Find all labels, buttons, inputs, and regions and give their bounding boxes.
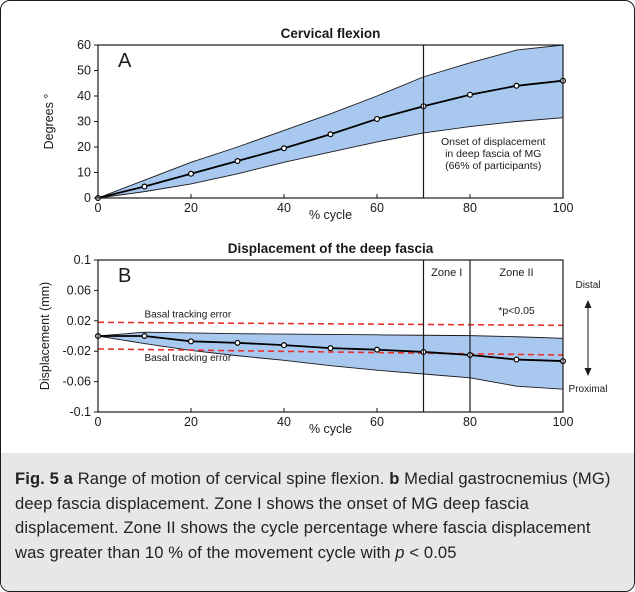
data-point (374, 115, 381, 122)
direction-label-bottom: Proximal (569, 384, 608, 395)
x-tick-label: 80 (463, 415, 477, 429)
panel-b-chart: Displacement of the deep fascia Basal tra… (38, 241, 607, 436)
x-tick-label: 80 (463, 201, 477, 215)
y-axis-label: Displacement (mm) (38, 282, 52, 390)
y-tick-label: 0.02 (67, 314, 91, 328)
basal-error-label-upper: Basal tracking error (145, 309, 232, 320)
data-point (234, 158, 241, 165)
caption-b-text: Medial gastrocnemius (MG) deep fascia di… (15, 469, 611, 562)
data-point (141, 333, 148, 340)
x-axis-label: % cycle (309, 422, 352, 436)
caption-background (1, 453, 634, 591)
onset-annotation: (66% of participants) (445, 160, 541, 172)
caption-fig-label: Fig. 5 (15, 469, 59, 488)
onset-annotation: in deep fascia of MG (445, 148, 541, 160)
data-point (467, 91, 474, 98)
caption-p-symbol: p (395, 542, 405, 562)
direction-label-top: Distal (575, 280, 600, 291)
x-tick-label: 20 (184, 415, 198, 429)
y-tick-label: 0.1 (74, 253, 91, 267)
panel-a-chart: Cervical flexion Onset of displacementin … (42, 26, 573, 222)
x-axis-label: % cycle (309, 208, 352, 222)
data-point (281, 145, 288, 152)
x-tick-label: 0 (95, 201, 102, 215)
caption-b-label: b (389, 469, 400, 488)
basal-error-line-upper (97, 321, 564, 327)
data-point (234, 339, 241, 346)
x-tick-label: 40 (277, 415, 291, 429)
onset-annotation: Onset of displacement (441, 136, 546, 148)
y-axis-label: Degrees ° (42, 94, 56, 150)
confidence-band (97, 44, 564, 199)
caption-tail: < 0.05 (409, 542, 457, 562)
data-point (188, 338, 195, 345)
x-tick-label: 60 (370, 415, 384, 429)
x-tick-label: 100 (553, 201, 574, 215)
y-tick-label: -0.02 (63, 344, 92, 358)
caption-a-label: a (63, 469, 73, 488)
y-tick-label: -0.06 (63, 375, 92, 389)
direction-arrowhead-up (584, 300, 592, 308)
direction-arrowhead-down (584, 368, 592, 376)
caption-a-text: Range of motion of cervical spine flexio… (77, 469, 385, 488)
y-tick-label: -0.1 (69, 405, 91, 419)
data-point (188, 170, 195, 177)
y-tick-label: 50 (77, 64, 91, 78)
data-point (327, 345, 334, 352)
y-tick-label: 60 (77, 38, 91, 52)
y-tick-label: 10 (77, 166, 91, 180)
chart-title: Cervical flexion (281, 26, 381, 41)
data-point (281, 342, 288, 349)
data-point (374, 346, 381, 353)
basal-error-label-lower: Basal tracking error (145, 353, 232, 364)
data-point (513, 356, 520, 363)
y-tick-label: 0 (84, 191, 91, 205)
x-tick-label: 100 (553, 415, 574, 429)
y-tick-label: 30 (77, 115, 91, 129)
x-tick-label: 20 (184, 201, 198, 215)
zone-label: Zone II (499, 267, 533, 279)
figure-caption: Fig. 5 a Range of motion of cervical spi… (15, 467, 621, 565)
data-point (141, 183, 148, 190)
panel-label: B (118, 265, 131, 287)
data-point (513, 82, 520, 89)
chart-title: Displacement of the deep fascia (228, 241, 434, 256)
y-tick-label: 0.06 (67, 283, 91, 297)
zone-label: Zone I (431, 267, 462, 279)
x-tick-label: 0 (95, 415, 102, 429)
significance-label: *p<0.05 (498, 305, 535, 317)
plot-frame (97, 259, 564, 413)
figure-charts: Cervical flexion Onset of displacementin … (38, 26, 607, 436)
y-tick-label: 40 (77, 89, 91, 103)
x-tick-label: 60 (370, 201, 384, 215)
y-tick-label: 20 (77, 140, 91, 154)
data-point (327, 131, 334, 138)
x-tick-label: 40 (277, 201, 291, 215)
basal-error-line-lower (97, 348, 564, 356)
panel-label: A (118, 50, 132, 72)
